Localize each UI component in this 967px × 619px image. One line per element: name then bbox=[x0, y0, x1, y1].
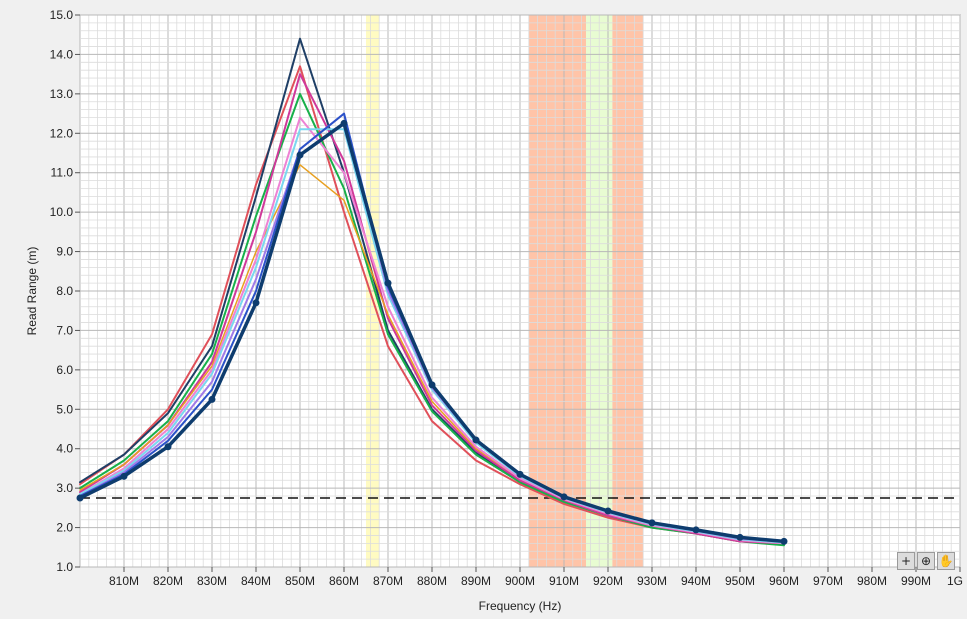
series-point bbox=[164, 443, 172, 451]
x-tick-label: 970M bbox=[813, 574, 843, 588]
x-tick-label: 890M bbox=[461, 574, 491, 588]
y-axis-ticks: 1.0 2.0 3.0 4.0 5.0 6.0 7.0 8.0 9.0 10.0 11.0 12.0 1… bbox=[50, 8, 80, 574]
series-point bbox=[296, 151, 304, 159]
x-tick-label: 880M bbox=[417, 574, 447, 588]
grid bbox=[79, 14, 961, 568]
x-tick-label: 910M bbox=[549, 574, 579, 588]
series-point bbox=[692, 526, 700, 534]
series-point bbox=[76, 494, 84, 502]
hand-icon[interactable]: ✋ bbox=[937, 552, 955, 570]
y-tick-label: 14.0 bbox=[50, 47, 74, 61]
series-point bbox=[648, 519, 656, 527]
y-tick-label: 9.0 bbox=[56, 245, 73, 259]
y-axis-title: Read Range (m) bbox=[25, 247, 39, 336]
x-tick-label: 950M bbox=[725, 574, 755, 588]
crosshair-icon[interactable]: + bbox=[897, 552, 915, 570]
y-tick-label: 10.0 bbox=[50, 205, 74, 219]
zoom-icon[interactable]: ⊕ bbox=[917, 552, 935, 570]
series bbox=[76, 37, 788, 547]
y-tick-label: 5.0 bbox=[56, 402, 73, 416]
x-tick-label: 960M bbox=[769, 574, 799, 588]
y-tick-label: 12.0 bbox=[50, 126, 74, 140]
y-tick-label: 13.0 bbox=[50, 87, 74, 101]
x-axis-ticks: 810M 820M 830M 840M 850M 860M 870M 880M 890M 900M… bbox=[109, 567, 963, 588]
series-point bbox=[340, 119, 348, 127]
series-point bbox=[208, 395, 216, 403]
x-tick-label: 980M bbox=[857, 574, 887, 588]
series-point bbox=[472, 436, 480, 444]
series-point bbox=[560, 493, 568, 501]
y-tick-label: 8.0 bbox=[56, 284, 73, 298]
y-tick-label: 6.0 bbox=[56, 363, 73, 377]
x-tick-label: 820M bbox=[153, 574, 183, 588]
y-tick-label: 7.0 bbox=[56, 323, 73, 337]
y-tick-label: 11.0 bbox=[51, 166, 74, 180]
series-point bbox=[516, 470, 524, 478]
x-tick-label: 870M bbox=[373, 574, 403, 588]
x-tick-label: 830M bbox=[197, 574, 227, 588]
series-point bbox=[384, 279, 392, 287]
y-tick-label: 4.0 bbox=[56, 442, 73, 456]
x-tick-label: 810M bbox=[109, 574, 139, 588]
x-tick-label: 850M bbox=[285, 574, 315, 588]
y-tick-label: 3.0 bbox=[56, 481, 73, 495]
series-point bbox=[428, 381, 436, 389]
series-point bbox=[736, 533, 744, 541]
x-tick-label: 860M bbox=[329, 574, 359, 588]
x-tick-label: 940M bbox=[681, 574, 711, 588]
x-tick-label: 840M bbox=[241, 574, 271, 588]
y-tick-label: 1.0 bbox=[56, 560, 73, 574]
x-axis-title: Frequency (Hz) bbox=[479, 599, 562, 613]
series-point bbox=[120, 472, 128, 480]
graph-palette: + ⊕ ✋ bbox=[897, 552, 955, 570]
y-tick-label: 2.0 bbox=[56, 521, 73, 535]
series-line-3 bbox=[79, 92, 785, 547]
x-tick-label: 1G bbox=[947, 574, 963, 588]
x-tick-label: 990M bbox=[901, 574, 931, 588]
x-tick-label: 930M bbox=[637, 574, 667, 588]
series-point bbox=[604, 507, 612, 515]
x-tick-label: 900M bbox=[505, 574, 535, 588]
series-line-6 bbox=[79, 116, 785, 545]
series-point bbox=[780, 537, 788, 545]
series-point bbox=[252, 299, 260, 307]
x-tick-label: 920M bbox=[593, 574, 623, 588]
y-tick-label: 15.0 bbox=[50, 8, 74, 22]
